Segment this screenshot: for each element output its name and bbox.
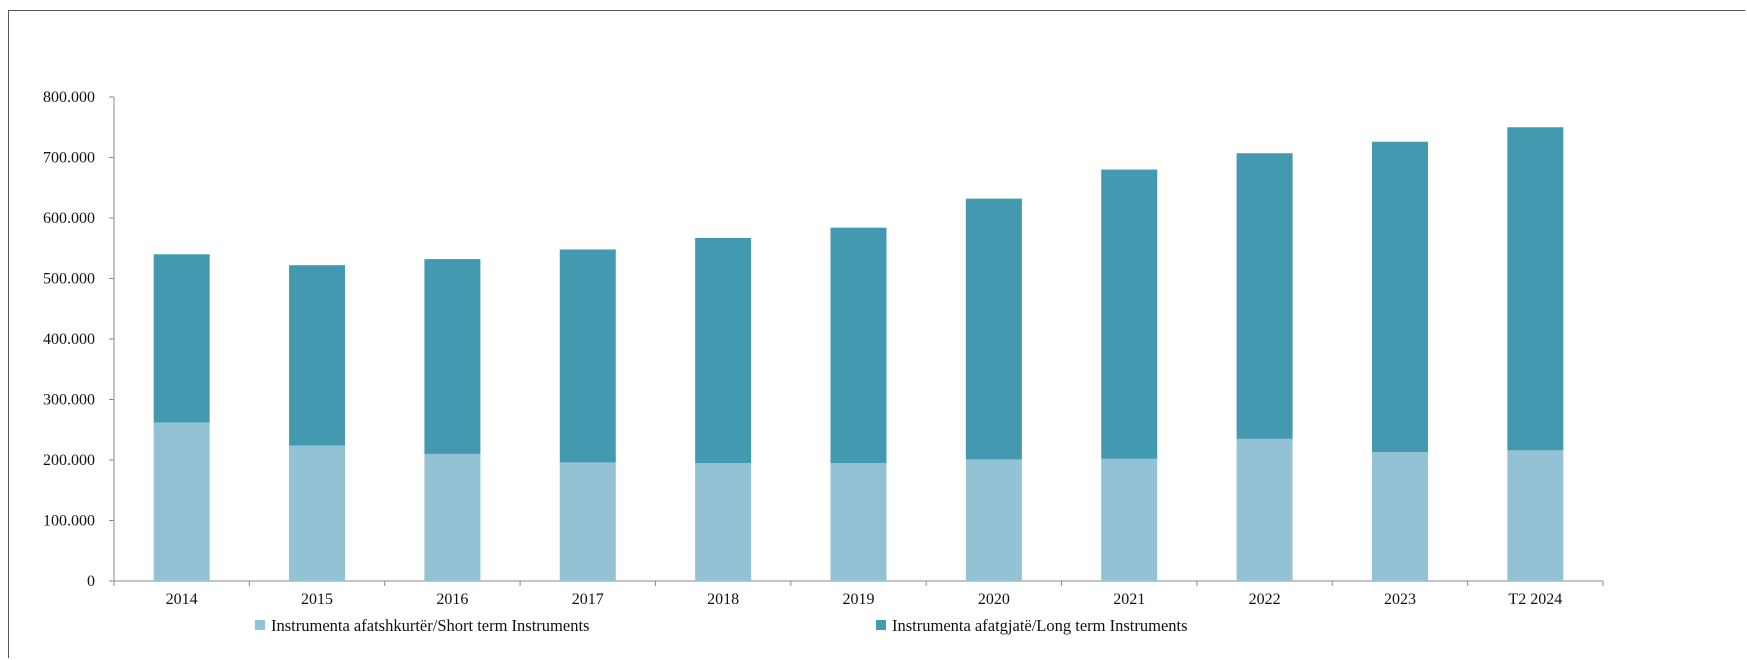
bar-long-term-2014 [153,254,210,423]
x-tick-label: 2019 [843,591,875,608]
bar-long-term-t2-2024 [1507,127,1564,451]
x-tick-label: 2015 [301,591,333,608]
bar-long-term-2015 [289,265,346,446]
y-tick-label: 600.000 [43,210,95,227]
bar-short-term-2023 [1371,452,1428,581]
legend-swatch-short-term [255,620,265,630]
bar-short-term-t2-2024 [1507,450,1564,581]
legend: Instrumenta afatshkurtër/Short term Inst… [255,616,1188,635]
y-tick-label: 0 [87,573,95,590]
y-tick-label: 700.000 [43,150,95,167]
y-axis: 0 100.000 200.000 300.000 400.000 500.000 600.… [43,89,115,590]
x-tick-label: 2014 [166,591,198,608]
y-tick-label: 100.000 [43,513,95,530]
bar-short-term-2016 [424,453,481,581]
legend-label-long-term: Instrumenta afatgjatë/Long term Instrume… [892,616,1188,635]
x-tick-label: 2018 [707,591,739,608]
bar-short-term-2017 [559,462,616,581]
legend-swatch-long-term [876,620,886,630]
chart-frame [8,10,1745,658]
y-tick-label: 200.000 [43,452,95,469]
bar-short-term-2022 [1236,438,1293,581]
x-tick-label: 2017 [572,591,604,608]
bar-short-term-2020 [965,459,1022,581]
y-tick-label: 400.000 [43,331,95,348]
bar-long-term-2019 [830,227,887,464]
bar-long-term-2020 [965,198,1022,460]
x-axis: 2014 2015 2016 2017 2018 2019 2020 2021 2022 2023… [113,580,1604,608]
legend-label-short-term: Instrumenta afatshkurtër/Short term Inst… [271,616,589,635]
bars [153,127,1564,581]
x-tick-label: 2016 [436,591,468,608]
x-tick-label: 2022 [1249,591,1281,608]
bar-long-term-2023 [1371,141,1428,453]
y-tick-label: 500.000 [43,271,95,288]
bar-short-term-2014 [153,422,210,581]
y-tick-label: 800.000 [43,89,95,106]
x-tick-label: T2 2024 [1508,591,1562,608]
x-tick-label: 2020 [978,591,1010,608]
bar-long-term-2018 [695,237,752,464]
bar-long-term-2016 [424,259,481,454]
bar-long-term-2021 [1101,169,1158,459]
bar-long-term-2017 [559,249,616,463]
y-tick-label: 300.000 [43,392,95,409]
x-tick-label: 2021 [1113,591,1145,608]
x-tick-label: 2023 [1384,591,1416,608]
bar-short-term-2018 [695,463,752,581]
bar-short-term-2019 [830,463,887,581]
bar-long-term-2022 [1236,153,1293,439]
bar-short-term-2021 [1101,458,1158,581]
bar-short-term-2015 [289,445,346,581]
